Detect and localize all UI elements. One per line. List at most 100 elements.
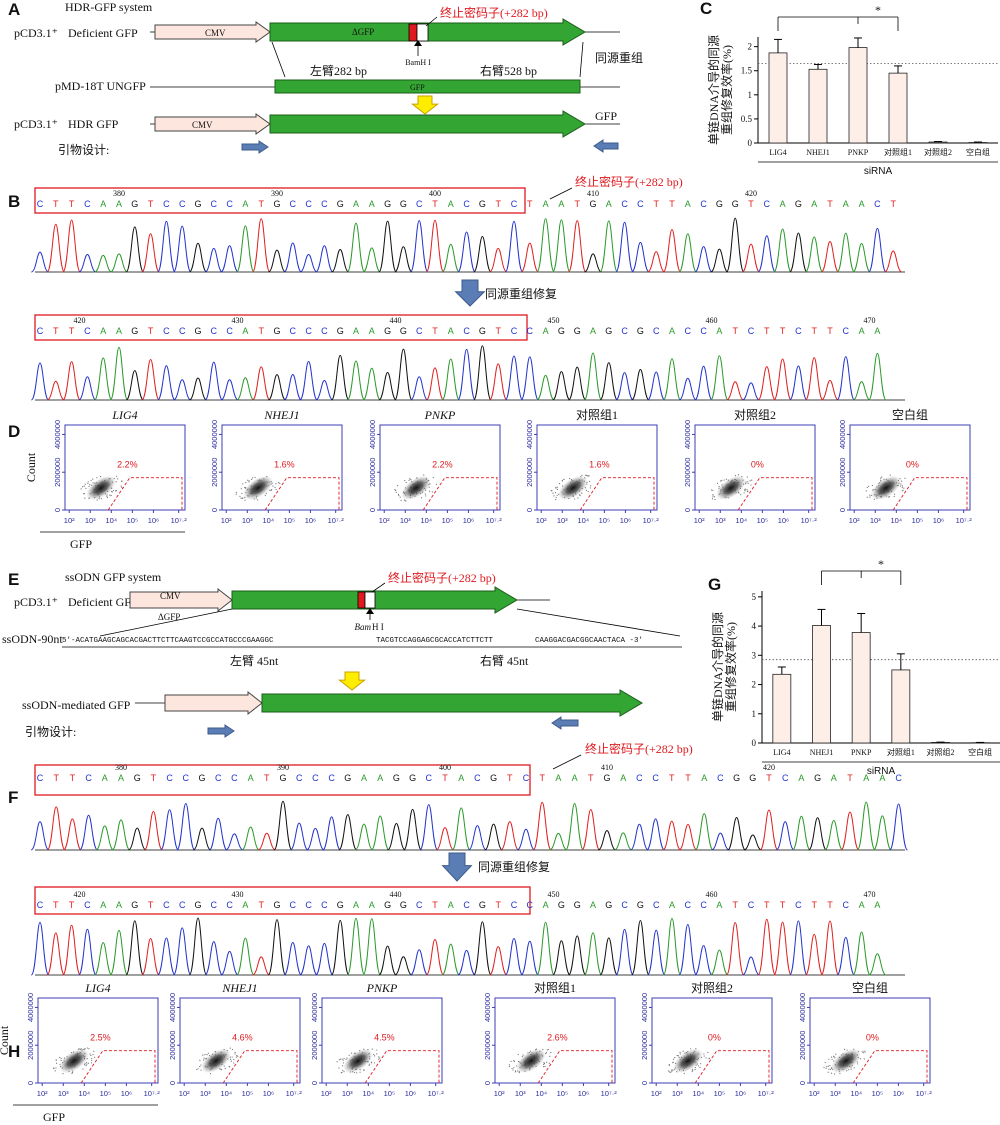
label: 420 — [745, 189, 757, 198]
trace-peak — [694, 813, 714, 851]
x-tick-label: 10² — [849, 516, 860, 525]
base: T — [507, 773, 513, 783]
base: A — [100, 199, 106, 209]
base: T — [53, 326, 59, 336]
base: G — [337, 326, 344, 336]
event-dot — [682, 1050, 684, 1052]
event-dot — [84, 497, 86, 499]
base: C — [474, 773, 481, 783]
event-dot — [274, 486, 276, 489]
base: A — [555, 773, 561, 783]
base: A — [879, 773, 885, 783]
trace-peak — [457, 231, 476, 273]
base: A — [242, 199, 248, 209]
promoter-arrow — [129, 587, 233, 613]
connector — [579, 41, 584, 78]
base: T — [69, 199, 75, 209]
density-cloud — [59, 1048, 89, 1074]
bar — [772, 673, 792, 744]
event-dot — [692, 1069, 694, 1072]
trace-peak — [346, 222, 366, 273]
trace-peak — [726, 217, 745, 273]
base: G — [637, 326, 644, 336]
base: T — [148, 199, 154, 209]
event-dot — [350, 1052, 353, 1054]
trace-peak — [62, 361, 81, 401]
x-tick-label: 10³ — [672, 1089, 683, 1098]
event-dot — [588, 480, 591, 483]
event-dot — [900, 483, 902, 485]
event-dot — [548, 1062, 550, 1064]
event-dot — [522, 1054, 524, 1056]
trace-peak — [776, 821, 795, 851]
base: G — [400, 199, 407, 209]
event-dot — [91, 1059, 93, 1062]
base: C — [463, 326, 470, 336]
event-dot — [853, 1067, 855, 1069]
event-dot — [517, 1053, 519, 1056]
trace-peak — [805, 357, 824, 401]
trace-peak — [362, 367, 381, 401]
base: T — [258, 326, 264, 336]
event-dot — [902, 490, 904, 492]
base: C — [416, 900, 423, 910]
event-dot — [668, 1071, 671, 1073]
label: PNKP — [366, 981, 398, 995]
x-tick-label: 10⁷·² — [144, 1089, 161, 1098]
event-dot — [694, 1068, 696, 1071]
x-tick-label: 10⁴ — [891, 516, 903, 525]
base: G — [795, 199, 802, 209]
event-dot — [341, 1071, 343, 1074]
trace-peak — [489, 247, 508, 273]
connector — [99, 608, 233, 637]
label: pCD3.1⁺ — [14, 26, 58, 40]
trace-peak — [536, 921, 555, 976]
y-tick-label: 4 — [752, 621, 757, 631]
base: T — [780, 900, 786, 910]
event-dot — [100, 476, 102, 478]
trace-peak — [789, 365, 808, 401]
label: 同源重组修复 — [485, 286, 557, 301]
trace-peak — [63, 818, 82, 851]
label: LIG4 — [111, 408, 137, 422]
trace-peak — [315, 942, 334, 976]
primer-arrow — [551, 716, 579, 730]
base: T — [495, 199, 501, 209]
trace-peak — [378, 371, 397, 401]
event-dot — [248, 480, 250, 482]
event-dot — [843, 1048, 846, 1050]
base: T — [780, 326, 786, 336]
base: G — [131, 900, 138, 910]
event-dot — [82, 486, 84, 488]
event-dot — [343, 1071, 345, 1073]
trace-peak — [549, 832, 568, 851]
base: C — [321, 900, 328, 910]
base: T — [148, 900, 154, 910]
label: 2.2% — [432, 460, 453, 470]
event-dot — [690, 1048, 692, 1050]
event-dot — [84, 483, 86, 485]
trace-peak — [378, 220, 397, 273]
y-tick-label: 0 — [310, 1081, 319, 1085]
event-dot — [271, 489, 273, 491]
base: A — [353, 199, 359, 209]
highlight-box — [34, 187, 526, 214]
x-tick-label: 10⁷·² — [428, 1089, 445, 1098]
event-dot — [545, 1051, 547, 1054]
x-tick-label: 10⁶ — [735, 1089, 746, 1098]
trace-peak — [283, 373, 302, 401]
label: LIG4 — [84, 981, 110, 995]
base: C — [895, 773, 902, 783]
event-dot — [712, 489, 714, 491]
base: C — [700, 326, 707, 336]
event-dot — [556, 494, 558, 496]
base: C — [226, 900, 233, 910]
y-tick-label: 4000000 — [26, 993, 35, 1022]
trace-peak — [95, 825, 114, 851]
y-tick-label: 4000000 — [525, 420, 534, 449]
stop-box — [416, 23, 429, 42]
x-tick-label: 10² — [809, 1089, 820, 1098]
event-dot — [830, 1072, 833, 1074]
y-tick-label: 0 — [525, 508, 534, 512]
event-dot — [397, 485, 399, 487]
